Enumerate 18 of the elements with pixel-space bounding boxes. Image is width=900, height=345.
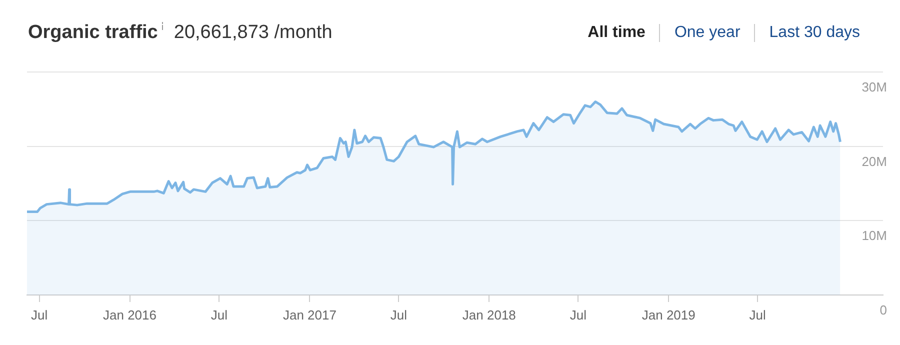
x-tick-label: Jan 2019	[642, 307, 696, 322]
x-tick-label: Jul	[390, 307, 408, 322]
chart-title: Organic traffic	[28, 22, 158, 44]
text: Last 30 days	[754, 24, 860, 42]
x-tick-label: Jan 2016	[103, 307, 157, 322]
x-tick-label: Jul	[570, 307, 587, 322]
text: All time	[586, 24, 646, 42]
x-tick-label: Jul	[30, 307, 48, 322]
y-tick-label: 20M	[862, 154, 887, 169]
x-tick-label: Jan 2018	[462, 307, 516, 322]
y-tick-label: 10M	[862, 228, 887, 244]
y-tick-label: 0	[880, 302, 887, 318]
x-tick-label: Jul	[749, 307, 766, 322]
x-tick-label: Jan 2017	[282, 307, 336, 322]
text: One year	[659, 24, 754, 42]
chart-subtitle: 20,661,873 /month	[174, 22, 332, 44]
y-tick-label: 30M	[862, 80, 887, 95]
x-tick-label: Jul	[210, 307, 228, 322]
